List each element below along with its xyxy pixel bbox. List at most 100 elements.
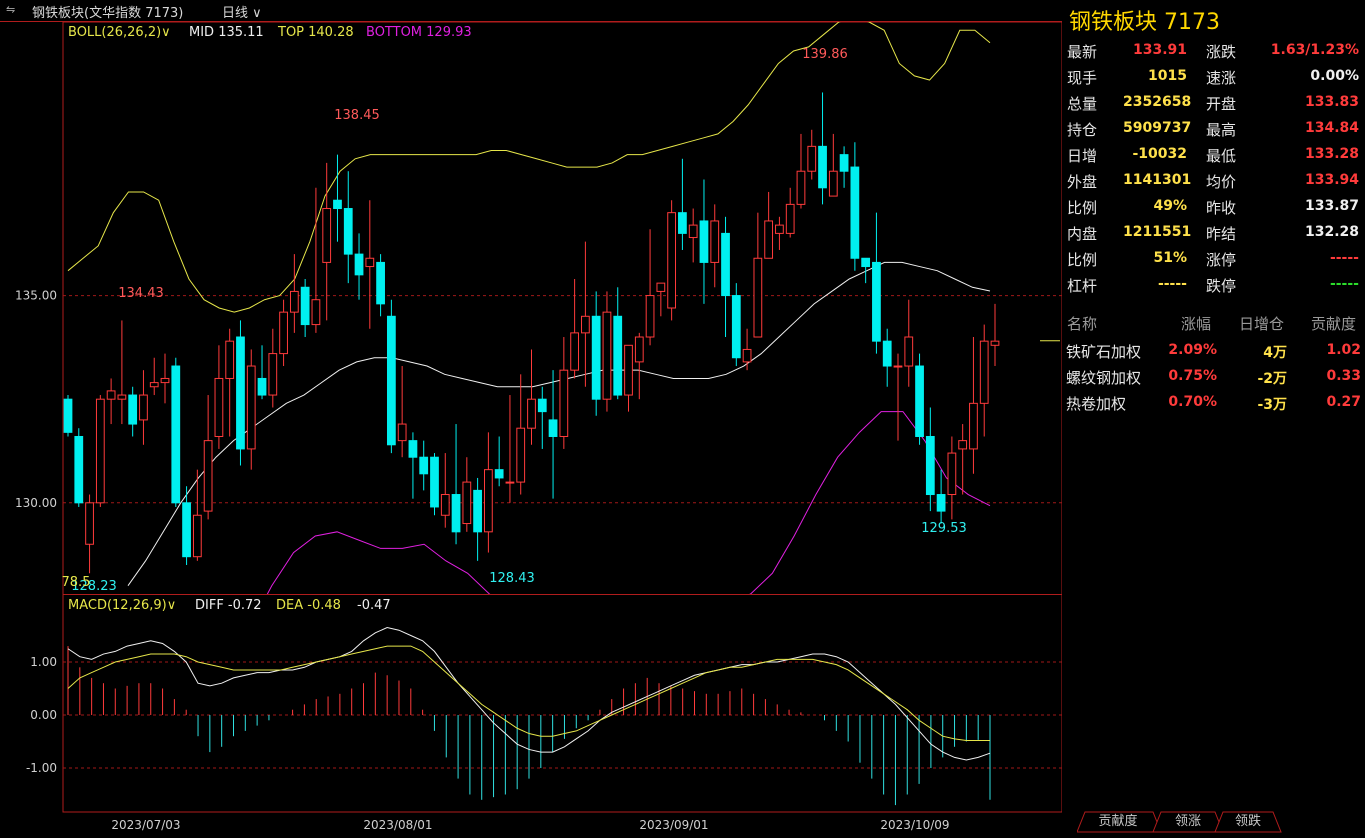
kline-svg[interactable]: 135.00 130.00 134.43 138.45 139.86 128.43 129.… — [0, 0, 1063, 834]
candle-body — [678, 212, 687, 234]
tab-leading-up[interactable]: 领涨 — [1174, 814, 1201, 829]
candle-body — [63, 398, 73, 433]
candle-body — [979, 340, 989, 404]
candle-body — [408, 440, 418, 458]
panel-title: 钢铁板块 7173 — [1069, 10, 1220, 35]
contrib-pct: 0.70% — [1168, 394, 1217, 410]
link-icon[interactable]: ⇋ — [6, 3, 16, 16]
candle-body — [807, 145, 817, 172]
candle-body — [343, 208, 353, 255]
candle-body — [300, 286, 310, 326]
quote-value: ----- — [1157, 276, 1187, 292]
quote-value: 1015 — [1148, 68, 1187, 84]
candle-body — [451, 494, 461, 533]
candle-body — [106, 390, 116, 400]
kline-chart[interactable]: 135.00 130.00 134.43 138.45 139.86 128.43 129.… — [0, 0, 1063, 834]
period-label: 日线 — [222, 6, 249, 21]
candle-body — [602, 311, 612, 400]
candle-body — [990, 340, 1000, 346]
contrib-pos: 4万 — [1263, 345, 1287, 361]
candle-body — [171, 365, 181, 504]
candle-body — [850, 166, 860, 259]
quote-row: 总量 2352658 开盘 133.83 — [1063, 90, 1365, 116]
candle-body — [818, 145, 827, 189]
quote-row: 比例 51% 涨停 ----- — [1063, 246, 1365, 272]
col-name[interactable]: 名称 — [1067, 315, 1098, 333]
candle-body — [969, 402, 978, 450]
candle-body — [505, 481, 515, 484]
macd-legend-item: -0.47 — [357, 598, 391, 613]
contrib-con: 1.02 — [1326, 342, 1361, 358]
candle-body — [753, 257, 763, 338]
quote-label: 涨跌 — [1206, 43, 1237, 61]
x-tick-label: 2023/08/01 — [363, 818, 432, 832]
candle-body — [289, 290, 299, 313]
col-con[interactable]: 贡献度 — [1311, 315, 1357, 333]
contrib-pct: 2.09% — [1168, 342, 1217, 358]
col-pos[interactable]: 日增仓 — [1239, 315, 1285, 333]
candle-body — [947, 452, 957, 496]
candle-body — [182, 502, 191, 558]
price-annotation: 128.43 — [489, 571, 535, 586]
candle-body — [160, 377, 170, 384]
candle-body — [354, 253, 364, 276]
tab-contribution[interactable]: 贡献度 — [1098, 814, 1138, 829]
x-tick-label: 2023/07/03 — [111, 818, 180, 832]
candle-body — [742, 348, 752, 363]
y-tick-label: 135.00 — [15, 289, 57, 303]
candle-body — [925, 435, 935, 496]
candle-body — [527, 398, 536, 429]
quote-value: 133.87 — [1304, 198, 1359, 214]
boll-mid-line — [127, 261, 991, 586]
candle-body — [236, 336, 245, 450]
quote-row: 外盘 1141301 均价 133.94 — [1063, 168, 1365, 194]
price-annotation: 138.45 — [334, 108, 380, 123]
macd-legend-item: DEA -0.48 — [276, 598, 341, 613]
quote-value: 49% — [1153, 198, 1187, 214]
macd-legend-item: MACD(12,26,9)∨ — [68, 598, 176, 613]
x-tick-label: 2023/10/09 — [880, 818, 949, 832]
candle-body — [613, 315, 623, 396]
candle-body — [872, 261, 881, 342]
contrib-row[interactable]: 铁矿石加权 2.09% 4万 1.02 — [1063, 339, 1365, 365]
candle-body — [246, 365, 256, 450]
candle-body — [322, 208, 332, 263]
quote-label: 涨停 — [1206, 251, 1237, 269]
period-selector[interactable]: 日线 ∨ — [222, 2, 262, 21]
candle-body — [839, 154, 849, 172]
candle-body — [333, 199, 342, 210]
quote-row: 持仓 5909737 最高 134.84 — [1063, 116, 1365, 142]
price-annotation: 78.5 — [62, 575, 91, 590]
boll-legend-item: TOP 140.28 — [277, 25, 354, 40]
candle-body — [581, 315, 590, 334]
instrument-title[interactable]: 钢铁板块(文华指数 7173) — [32, 6, 184, 21]
candle-body — [397, 423, 407, 442]
price-annotation: 129.53 — [921, 521, 967, 536]
chart-header: ⇋ 钢铁板块(文华指数 7173) 日线 ∨ — [0, 0, 1062, 21]
candle-body — [624, 344, 633, 396]
candle-body — [721, 232, 730, 297]
candle-body — [785, 203, 795, 234]
candle-body — [731, 295, 741, 359]
candle-body — [828, 170, 838, 197]
quote-value: 133.83 — [1304, 94, 1359, 110]
candle-body — [634, 336, 644, 363]
contrib-name: 热卷加权 — [1066, 395, 1127, 413]
quote-value: -10032 — [1132, 146, 1187, 162]
quote-value: 0.00% — [1310, 68, 1359, 84]
contrib-row[interactable]: 热卷加权 0.70% -3万 0.27 — [1063, 391, 1365, 417]
contrib-row[interactable]: 螺纹钢加权 0.75% -2万 0.33 — [1063, 365, 1365, 391]
quote-value: 133.91 — [1132, 42, 1187, 58]
candle-body — [419, 456, 429, 475]
candle-body — [257, 377, 267, 396]
candle-body — [192, 514, 202, 558]
candle-body — [311, 299, 321, 326]
quote-row: 杠杆 ----- 跌停 ----- — [1063, 272, 1365, 298]
candle-body — [710, 220, 720, 263]
candle-body — [268, 353, 278, 396]
tab-leading-down[interactable]: 领跌 — [1234, 814, 1261, 829]
col-pct[interactable]: 涨幅 — [1181, 315, 1212, 333]
quote-label: 昨收 — [1206, 199, 1237, 217]
candle-body — [473, 489, 482, 533]
candle-body — [214, 377, 224, 437]
